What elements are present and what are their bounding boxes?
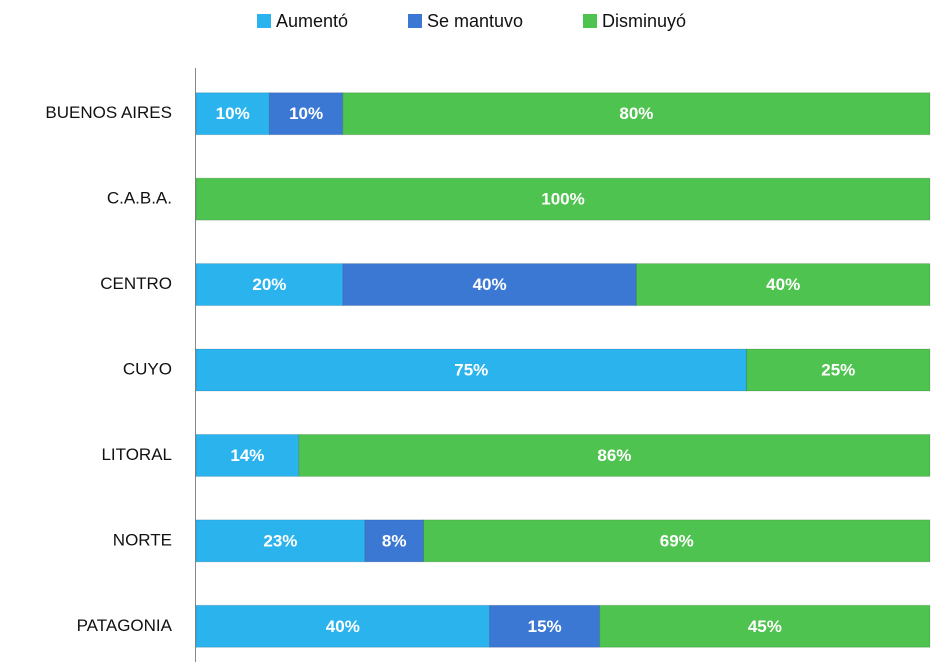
legend-swatch [257,14,271,28]
data-label: 100% [541,190,584,209]
data-label: 80% [619,104,653,123]
data-label: 10% [216,104,250,123]
bar-segment [746,348,931,392]
legend-swatch [408,14,422,28]
legend-swatch [583,14,597,28]
bar-segment [195,348,747,392]
data-label: 15% [528,617,562,636]
legend-label: Se mantuvo [427,11,523,31]
bar-segment [195,604,491,648]
data-label: 40% [326,617,360,636]
legend-label: Aumentó [276,11,348,31]
y-tick-label: LITORAL [101,445,172,464]
bar-segment [195,519,366,563]
bar-segment [364,519,425,563]
data-label: 20% [252,275,286,294]
bar-segment [489,604,601,648]
y-tick-label: PATAGONIA [77,616,173,635]
data-label: 86% [597,446,631,465]
data-label: 45% [748,617,782,636]
y-tick-label: BUENOS AIRES [45,103,172,122]
bar-segment [635,263,931,307]
y-tick-label: NORTE [113,530,172,549]
legend-label: Disminuyó [602,11,686,31]
bar-segment [195,177,931,221]
data-label: 23% [263,531,297,550]
y-tick-label: CENTRO [100,274,172,293]
bar-segment [195,433,300,477]
bar-segment [599,604,931,648]
data-label: 40% [473,275,507,294]
data-label: 25% [821,360,855,379]
y-tick-label: CUYO [123,359,172,378]
data-label: 8% [382,531,407,550]
bar-segment [342,263,637,307]
data-label: 69% [660,531,694,550]
bar-segment [298,433,931,477]
bar-segment [423,519,931,563]
data-label: 40% [766,275,800,294]
data-label: 14% [230,446,264,465]
bar-segment [342,92,931,136]
y-tick-label: C.A.B.A. [107,189,172,208]
bar-segment [268,92,344,136]
data-label: 10% [289,104,323,123]
data-label: 75% [454,360,488,379]
